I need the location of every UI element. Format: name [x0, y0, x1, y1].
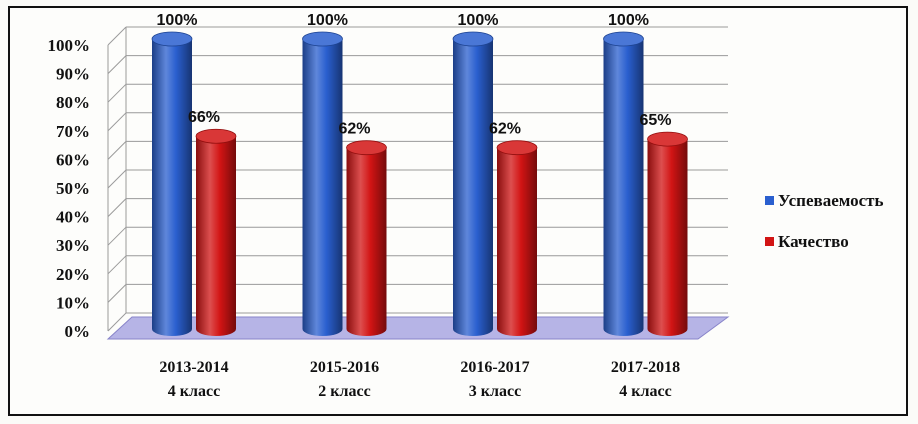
x-tick-label: 4 класс: [168, 383, 220, 400]
y-tick-label: 80%: [56, 93, 90, 112]
bar-top: [452, 31, 494, 47]
data-label: 100%: [608, 12, 649, 29]
gridline-side: [107, 198, 127, 217]
y-tick-label: 50%: [56, 179, 90, 198]
bar-top: [603, 31, 644, 47]
legend-swatch: [765, 237, 774, 246]
bar-качество-3: [647, 139, 688, 336]
bar-top: [151, 31, 193, 47]
x-tick-label: 2017-2018: [611, 359, 680, 376]
legend-label: Качество: [778, 232, 849, 251]
x-tick-label: 2015-2016: [310, 359, 379, 376]
gridline-side: [107, 169, 127, 189]
bar-top: [195, 128, 237, 144]
bar-качество-0: [196, 136, 236, 336]
y-tick-label: 40%: [56, 208, 90, 227]
data-label: 100%: [458, 12, 499, 29]
chart: 0% 10% 20% 30% 40% 50% 60% 70% 80% 90% 100% 100% 66%…: [48, 12, 884, 400]
data-label: 66%: [188, 109, 220, 126]
gridline-side: [107, 284, 127, 303]
data-label: 62%: [489, 121, 521, 138]
x-tick-label: 3 класс: [469, 383, 521, 400]
chart-frame: 0% 10% 20% 30% 40% 50% 60% 70% 80% 90% 100% 100% 66%…: [8, 6, 908, 416]
gridline-side: [107, 141, 127, 160]
y-tick-label: 10%: [56, 293, 90, 312]
x-tick-label: 4 класс: [619, 383, 671, 400]
x-tick-label: 2013-2014: [159, 359, 228, 376]
data-label: 65%: [639, 112, 671, 129]
bar-качество-2: [497, 147, 537, 336]
data-label: 62%: [338, 121, 370, 138]
bar-top: [647, 131, 688, 147]
legend-swatch: [765, 196, 774, 205]
gridline-side: [107, 226, 127, 246]
bar-успеваемость-2: [453, 39, 493, 336]
y-tick-label: 70%: [56, 122, 90, 141]
bar-top: [302, 31, 343, 47]
x-tick-label: 2 класс: [318, 383, 370, 400]
y-tick-label: 30%: [56, 236, 90, 255]
y-tick-label: 20%: [56, 265, 90, 284]
x-tick-label: 2016-2017: [460, 359, 529, 376]
gridline-side: [107, 312, 127, 332]
y-tick-label: 0%: [65, 322, 91, 341]
data-label: 100%: [157, 12, 198, 29]
data-label: 100%: [307, 12, 348, 29]
gridline-side: [107, 55, 127, 74]
bar-успеваемость-1: [302, 39, 343, 336]
bar-успеваемость-0: [152, 39, 192, 336]
bar-успеваемость-3: [603, 39, 644, 336]
y-tick-label: 60%: [56, 150, 90, 169]
gridline-side: [107, 112, 127, 132]
y-tick-label: 90%: [56, 65, 90, 84]
gridline-side: [107, 26, 127, 46]
chart-floor: [106, 316, 730, 340]
gridline-side: [107, 83, 127, 103]
y-tick-label: 100%: [48, 36, 91, 55]
gridline-side: [107, 255, 127, 275]
bar-качество-1: [346, 147, 387, 336]
legend-label: Успеваемость: [778, 191, 884, 210]
bar-top: [496, 140, 538, 156]
bar-top: [346, 140, 387, 156]
